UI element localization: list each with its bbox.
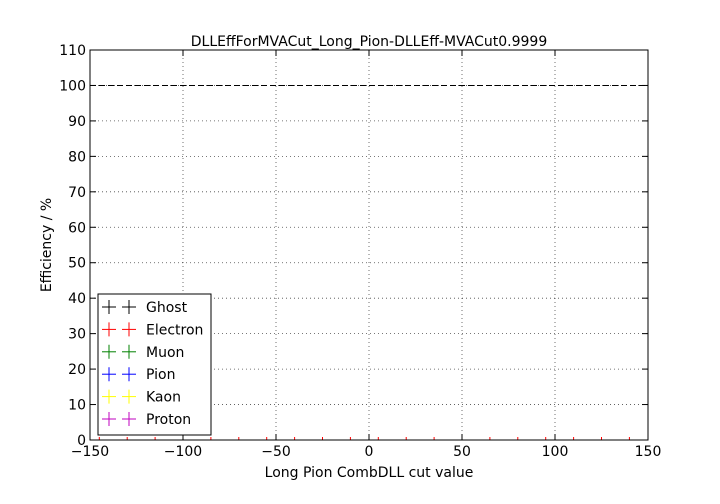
x-tick-label: −100	[164, 444, 202, 460]
legend-item-proton: Proton	[102, 412, 191, 428]
legend-box	[97, 293, 212, 436]
chart-title: DLLEffForMVACut_Long_Pion-DLLEff-MVACut0…	[191, 34, 548, 50]
y-tick-label: 20	[68, 362, 86, 378]
legend-label: Ghost	[146, 300, 188, 316]
legend-label: Proton	[146, 412, 191, 428]
y-tick-labels: 0 10 20 30 40 50 60 70 80 90 100 110	[59, 43, 86, 449]
y-tick-label: 40	[68, 291, 86, 307]
x-tick-label: −150	[71, 444, 109, 460]
legend-label: Kaon	[146, 390, 181, 406]
legend-item-electron: Electron	[102, 322, 203, 338]
y-tick-label: 90	[68, 114, 86, 130]
y-tick-label: 0	[77, 433, 86, 449]
legend: Ghost Electron Muon Pion Kaon Proton	[97, 293, 212, 436]
y-tick-label: 50	[68, 256, 86, 272]
y-tick-label: 10	[68, 398, 86, 414]
legend-label: Pion	[146, 367, 175, 383]
legend-label: Electron	[146, 322, 203, 338]
y-axis-label: Efficiency / %	[39, 198, 55, 292]
x-tick-label: 0	[365, 444, 374, 460]
legend-item-muon: Muon	[102, 344, 184, 361]
x-tick-label: 150	[635, 444, 662, 460]
y-tick-label: 30	[68, 327, 86, 343]
axis-ticks	[89, 49, 649, 441]
legend-label: Muon	[146, 345, 184, 361]
x-tick-label: 100	[542, 444, 569, 460]
x-tick-label: 50	[453, 444, 471, 460]
legend-item-ghost: Ghost	[102, 300, 188, 316]
y-tick-label: 110	[59, 43, 86, 59]
y-tick-label: 70	[68, 185, 86, 201]
y-tick-label: 80	[68, 149, 86, 165]
x-axis-label: Long Pion CombDLL cut value	[265, 465, 474, 481]
x-tick-labels: −150 −100 −50 0 50 100 150	[71, 444, 662, 460]
legend-item-pion: Pion	[102, 367, 175, 383]
x-tick-label: −50	[261, 444, 291, 460]
legend-item-kaon: Kaon	[102, 389, 181, 406]
y-tick-label: 60	[68, 220, 86, 236]
y-tick-label: 100	[59, 78, 86, 94]
